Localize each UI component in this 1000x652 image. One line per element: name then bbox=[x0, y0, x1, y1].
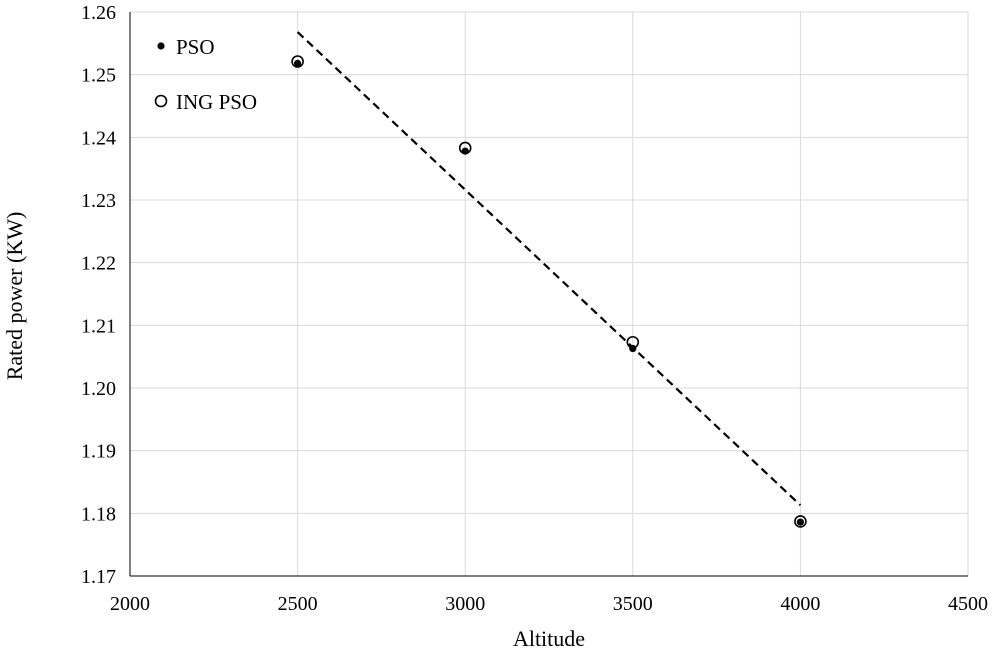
axes bbox=[129, 12, 968, 577]
y-tick-label: 1.17 bbox=[81, 566, 116, 588]
x-tick-label: 3000 bbox=[445, 593, 485, 615]
ing-pso-point bbox=[794, 515, 807, 528]
x-tick-label: 4000 bbox=[780, 593, 820, 615]
x-tick-label: 2500 bbox=[278, 593, 318, 615]
pso-point bbox=[796, 518, 805, 526]
x-tick-label: 3500 bbox=[613, 593, 653, 615]
x-axis-title: Altitude bbox=[513, 626, 585, 651]
y-tick-label: 1.26 bbox=[81, 2, 116, 24]
pso-point bbox=[629, 344, 637, 353]
y-tick-label: 1.20 bbox=[81, 378, 116, 400]
legend-pso-label: PSO bbox=[176, 35, 215, 59]
y-tick-label: 1.23 bbox=[81, 190, 116, 212]
y-tick-label: 1.25 bbox=[81, 65, 116, 87]
ing-pso-point bbox=[291, 55, 304, 68]
data-points bbox=[291, 55, 807, 528]
legend-ing-pso-marker bbox=[154, 94, 168, 108]
trendline-group bbox=[296, 31, 802, 506]
y-tick-label: 1.18 bbox=[81, 503, 116, 525]
x-tick-label: 2000 bbox=[110, 593, 150, 615]
y-tick-labels: 1.17 1.18 1.19 1.20 1.21 1.22 1.23 1.24 1.25 1.26 bbox=[81, 2, 116, 588]
y-tick-label: 1.24 bbox=[81, 127, 116, 149]
x-tick-label: 4500 bbox=[948, 593, 988, 615]
trendline bbox=[296, 31, 802, 506]
grid-lines bbox=[130, 11, 969, 576]
y-axis-title: Rated power (KW) bbox=[2, 212, 27, 381]
pso-point bbox=[461, 147, 469, 155]
y-tick-label: 1.19 bbox=[81, 441, 116, 463]
legend-ing-pso-label: ING PSO bbox=[176, 90, 257, 114]
y-tick-label: 1.21 bbox=[81, 315, 116, 337]
legend: PSO ING PSO bbox=[154, 35, 257, 114]
legend-pso-marker bbox=[157, 42, 165, 50]
y-tick-label: 1.22 bbox=[81, 253, 116, 275]
x-tick-labels: 2000 2500 3000 3500 4000 4500 bbox=[110, 593, 988, 615]
pso-point bbox=[294, 59, 302, 67]
